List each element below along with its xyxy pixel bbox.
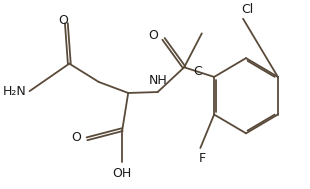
Text: C: C	[193, 65, 202, 78]
Text: O: O	[71, 131, 81, 144]
Text: F: F	[198, 152, 206, 165]
Text: O: O	[59, 14, 69, 27]
Text: O: O	[148, 29, 158, 42]
Text: NH: NH	[148, 74, 167, 87]
Text: H₂N: H₂N	[3, 85, 27, 98]
Text: OH: OH	[113, 167, 132, 180]
Text: Cl: Cl	[241, 3, 254, 16]
